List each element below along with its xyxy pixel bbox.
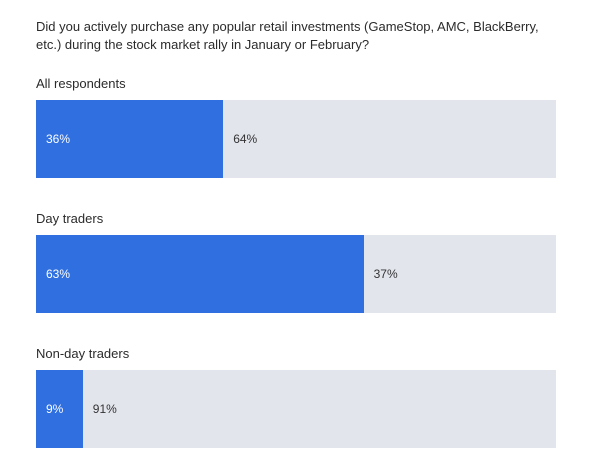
category-label: Day traders bbox=[36, 211, 104, 226]
data-label-yes: 63% bbox=[46, 267, 71, 281]
data-label-no: 37% bbox=[373, 267, 398, 281]
data-label-no: 91% bbox=[92, 402, 117, 416]
data-label-yes: 9% bbox=[46, 402, 64, 416]
data-label-yes: 36% bbox=[46, 132, 71, 146]
category-label: Non-day traders bbox=[36, 346, 130, 361]
bar-segment-yes bbox=[36, 100, 224, 178]
bar-group: All respondents 36% 64% bbox=[36, 75, 556, 178]
category-label: All respondents bbox=[36, 76, 126, 91]
bar-segment-yes bbox=[36, 235, 364, 313]
stacked-bar: 36% 64% bbox=[36, 100, 556, 178]
data-label-no: 64% bbox=[233, 132, 258, 146]
bar-group: Day traders 63% 37% bbox=[36, 210, 556, 313]
stacked-bar: 9% 91% bbox=[36, 370, 556, 448]
chart-question: Did you actively purchase any popular re… bbox=[36, 19, 539, 52]
bar-segment-yes bbox=[36, 370, 83, 448]
bar-group: Non-day traders 9% 91% bbox=[36, 345, 556, 448]
stacked-bar: 63% 37% bbox=[36, 235, 556, 313]
